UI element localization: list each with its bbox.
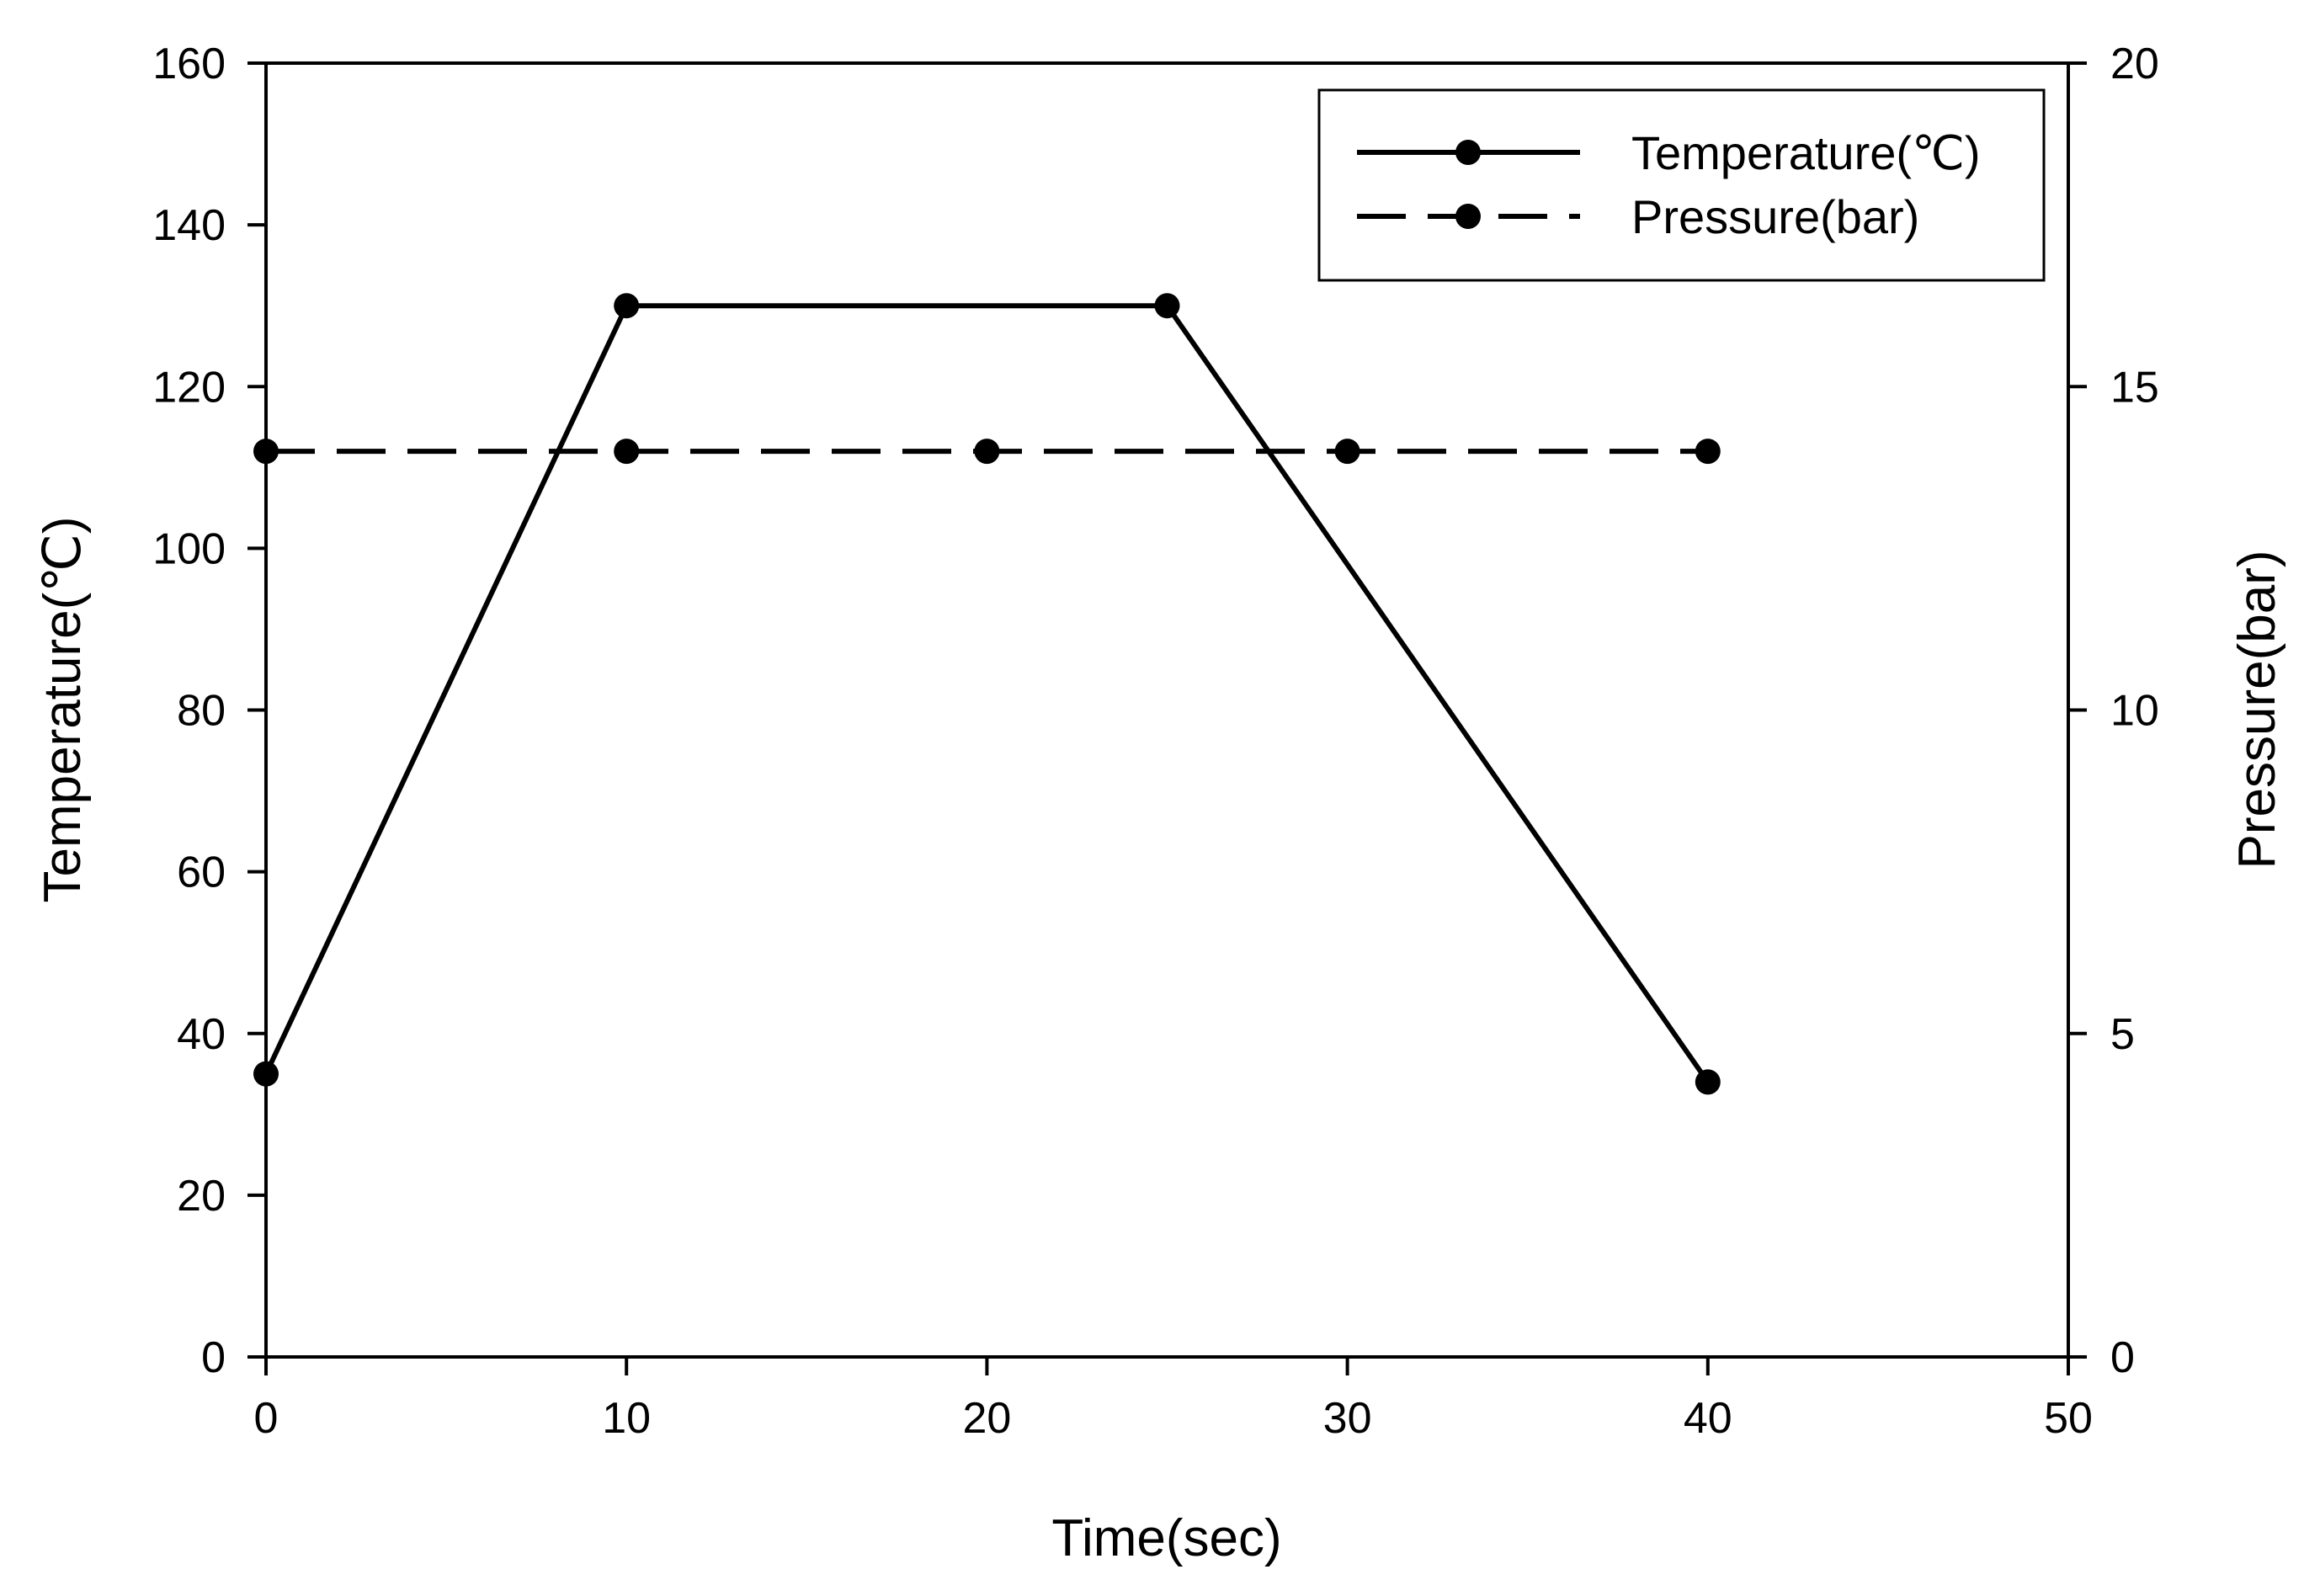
x-axis-title: Time(sec) xyxy=(1051,1509,1281,1567)
data-point-temperature xyxy=(253,1061,279,1087)
data-point-pressure xyxy=(1695,439,1721,465)
y-tick-label: 0 xyxy=(201,1333,226,1382)
legend-box xyxy=(1317,88,2046,282)
data-point-pressure xyxy=(1334,439,1360,465)
ticks-layer: 0 10 20 30 40 50 0 20 40 60 80 100 120 140 160 0 5 10 15 20 xyxy=(152,40,2159,1443)
y-tick-label: 100 xyxy=(152,524,226,573)
data-point-pressure xyxy=(253,439,279,465)
y2-tick-label: 0 xyxy=(2110,1333,2135,1382)
legend-temperature-label: Temperature(℃) xyxy=(1631,126,1981,179)
series-layer xyxy=(253,293,1721,1095)
y-tick-label: 60 xyxy=(177,849,226,897)
y-tick-label: 80 xyxy=(177,687,226,736)
x-tick-label: 30 xyxy=(1323,1394,1372,1443)
legend-pressure-marker xyxy=(1455,204,1481,229)
data-point-pressure xyxy=(614,439,640,465)
y2-tick-label: 15 xyxy=(2110,363,2159,412)
x-tick-label: 20 xyxy=(962,1394,1011,1443)
series-line-temperature xyxy=(263,303,1711,1084)
legend-pressure-label: Pressure(bar) xyxy=(1631,190,1919,243)
y-tick-label: 160 xyxy=(152,40,226,88)
legend: Temperature(℃) Pressure(bar) xyxy=(1317,88,2046,282)
y-tick-label: 140 xyxy=(152,201,226,250)
legend-temperature-marker xyxy=(1455,140,1481,165)
data-point-temperature xyxy=(614,293,640,319)
x-tick-label: 50 xyxy=(2044,1394,2093,1443)
data-point-temperature xyxy=(1695,1069,1721,1095)
x-tick-label: 0 xyxy=(254,1394,279,1443)
y2-tick-label: 5 xyxy=(2110,1010,2135,1059)
x-tick-label: 40 xyxy=(1684,1394,1732,1443)
y-axis-title: Temperature(℃) xyxy=(34,517,92,903)
y2-axis-title: Pressure(bar) xyxy=(2228,551,2286,870)
data-point-temperature xyxy=(1154,293,1180,319)
y-tick-label: 40 xyxy=(177,1010,226,1059)
y-tick-label: 20 xyxy=(177,1172,226,1221)
y2-tick-label: 10 xyxy=(2110,687,2159,736)
y-tick-label: 120 xyxy=(152,363,226,412)
x-tick-label: 10 xyxy=(602,1394,651,1443)
y2-tick-label: 20 xyxy=(2110,40,2159,88)
data-point-pressure xyxy=(974,439,1000,465)
